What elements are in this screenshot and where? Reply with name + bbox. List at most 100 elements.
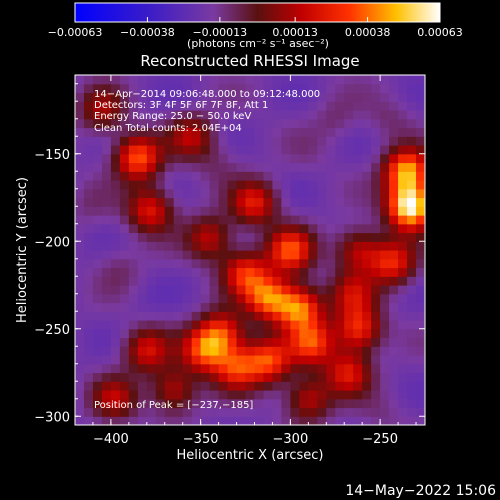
heatmap-cell bbox=[209, 127, 220, 137]
heatmap-cell bbox=[290, 145, 300, 155]
heatmap-cell bbox=[191, 407, 202, 417]
heatmap-cell bbox=[335, 136, 345, 146]
heatmap-cell bbox=[119, 145, 130, 155]
heatmap-cell bbox=[182, 162, 193, 172]
heatmap-cell bbox=[254, 206, 265, 216]
heatmap-cell bbox=[308, 363, 318, 374]
heatmap-cell bbox=[191, 127, 202, 137]
heatmap-cell bbox=[155, 328, 166, 339]
heatmap-cell bbox=[128, 372, 139, 382]
heatmap-cell bbox=[119, 215, 130, 225]
heatmap-cell bbox=[209, 197, 220, 207]
heatmap-cell bbox=[137, 206, 148, 216]
heatmap-cell bbox=[218, 346, 229, 356]
heatmap-cell bbox=[317, 145, 327, 155]
heatmap-cell bbox=[389, 92, 399, 102]
heatmap-cell bbox=[326, 293, 336, 304]
heatmap-cell bbox=[317, 337, 327, 347]
heatmap-cell bbox=[398, 381, 408, 391]
heatmap-cell bbox=[299, 188, 309, 199]
heatmap-cell bbox=[227, 180, 238, 190]
heatmap-cell bbox=[398, 232, 408, 242]
heatmap-cell bbox=[389, 153, 399, 164]
heatmap-cell bbox=[335, 346, 345, 356]
heatmap-cell bbox=[155, 241, 166, 251]
heatmap-cell bbox=[236, 171, 247, 181]
heatmap-cell bbox=[182, 118, 193, 129]
heatmap-cell bbox=[380, 215, 390, 225]
heatmap-cell bbox=[200, 311, 211, 321]
colorbar-tick-label: 0.00038 bbox=[345, 26, 391, 39]
heatmap-cell bbox=[119, 232, 130, 242]
heatmap-cell bbox=[326, 355, 336, 365]
heatmap-cell bbox=[389, 232, 399, 242]
heatmap-cell bbox=[254, 197, 265, 207]
heatmap-cell bbox=[353, 337, 363, 347]
heatmap-cell bbox=[164, 363, 175, 374]
x-axis-ticks: −400 −350 −300 −250 bbox=[92, 75, 417, 447]
heatmap-cell bbox=[272, 407, 283, 417]
heatmap-cell bbox=[290, 180, 300, 190]
heatmap-cell bbox=[92, 320, 103, 330]
heatmap-cell bbox=[344, 206, 354, 216]
heatmap-cell bbox=[290, 267, 300, 277]
heatmap-cell bbox=[326, 83, 336, 94]
heatmap-cell bbox=[353, 75, 363, 85]
heatmap-cell bbox=[272, 337, 283, 347]
heatmap-cell bbox=[164, 337, 175, 347]
heatmap-cell bbox=[335, 407, 345, 417]
heatmap-cell bbox=[317, 197, 327, 207]
heatmap-cell bbox=[353, 241, 363, 251]
heatmap-cell bbox=[191, 320, 202, 330]
heatmap-cell bbox=[326, 145, 336, 155]
heatmap-cell bbox=[119, 171, 130, 181]
heatmap-cell bbox=[173, 258, 184, 269]
heatmap-cell bbox=[227, 127, 238, 137]
heatmap-cell bbox=[326, 92, 336, 102]
heatmap-cell bbox=[164, 223, 175, 234]
heatmap-cell bbox=[407, 75, 417, 85]
heatmap-cell bbox=[308, 206, 318, 216]
heatmap-cell bbox=[416, 258, 425, 269]
heatmap-cell bbox=[92, 171, 103, 181]
heatmap-cell bbox=[362, 285, 372, 295]
heatmap-cell bbox=[254, 153, 265, 164]
heatmap-cell bbox=[254, 337, 265, 347]
heatmap-cell bbox=[164, 206, 175, 216]
heatmap-cell bbox=[164, 118, 175, 129]
heatmap-cell bbox=[191, 381, 202, 391]
heatmap-cell bbox=[191, 363, 202, 374]
heatmap-cell bbox=[272, 241, 283, 251]
heatmap-cell bbox=[362, 390, 372, 400]
heatmap-cell bbox=[146, 127, 157, 137]
heatmap-cell bbox=[389, 293, 399, 304]
heatmap-cell bbox=[389, 250, 399, 260]
heatmap-cell bbox=[416, 398, 425, 409]
heatmap-cell bbox=[110, 311, 121, 321]
heatmap-cell bbox=[119, 363, 130, 374]
heatmap-cell bbox=[155, 92, 166, 102]
heatmap-cell bbox=[263, 180, 274, 190]
heatmap-cell bbox=[371, 153, 381, 164]
heatmap-cell bbox=[353, 372, 363, 382]
heatmap-cell bbox=[344, 171, 354, 181]
heatmap-cell bbox=[380, 258, 390, 269]
heatmap-cell bbox=[218, 355, 229, 365]
heatmap-cell bbox=[164, 293, 175, 304]
heatmap-cell bbox=[245, 101, 256, 111]
heatmap-cell bbox=[209, 398, 220, 409]
heatmap-cell bbox=[182, 215, 193, 225]
heatmap-cell bbox=[353, 153, 363, 164]
heatmap-cell bbox=[155, 407, 166, 417]
heatmap-cell bbox=[218, 145, 229, 155]
heatmap-cell bbox=[164, 285, 175, 295]
heatmap-cell bbox=[236, 320, 247, 330]
heatmap-cell bbox=[317, 92, 327, 102]
heatmap-cell bbox=[92, 206, 103, 216]
heatmap-cell bbox=[137, 363, 148, 374]
heatmap-cell bbox=[200, 416, 211, 425]
heatmap-cell bbox=[263, 110, 274, 120]
heatmap-cell bbox=[173, 320, 184, 330]
heatmap-cell bbox=[119, 337, 130, 347]
heatmap-cell bbox=[416, 206, 425, 216]
